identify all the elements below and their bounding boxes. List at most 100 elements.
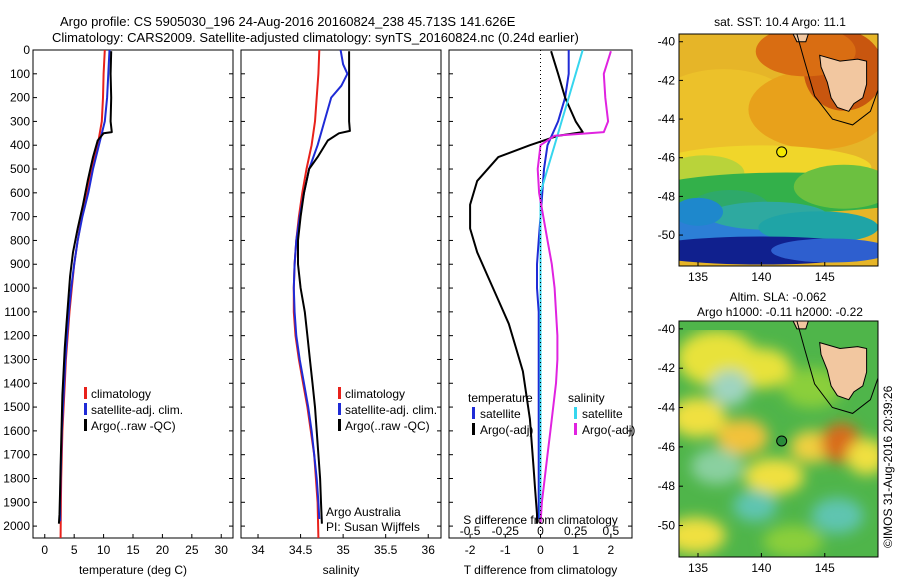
temp-xtick-label: 25 xyxy=(185,543,199,557)
temp-ytick-label: 0 xyxy=(23,43,30,57)
temp-ytick-label: 500 xyxy=(10,162,30,176)
sla-field-blobs xyxy=(679,330,878,557)
diff-legend-label: Argo(-adj) xyxy=(480,423,533,437)
temp-ytick-label: 600 xyxy=(10,186,30,200)
chart-title-line2: Climatology: CARS2009. Satellite-adjuste… xyxy=(52,30,579,45)
diff-x2label: S difference from climatology xyxy=(463,513,618,527)
sal-xtick-label: 34.5 xyxy=(289,543,313,557)
sla-frame xyxy=(678,320,879,558)
sal-xlabel: salinity xyxy=(323,563,360,577)
diff-legend-swatch xyxy=(472,407,475,419)
diff-xtick-label: -1 xyxy=(500,543,511,557)
diff-xtick-label: 0 xyxy=(537,543,544,557)
temp-ytick-label: 100 xyxy=(10,67,30,81)
sla-field-patch xyxy=(679,517,726,554)
temp-ytick-label: 1400 xyxy=(3,376,30,390)
diff-xlabel: T difference from climatology xyxy=(464,563,618,577)
sla-ytick-label: -46 xyxy=(658,440,676,454)
sla-ytick-label: -42 xyxy=(658,361,676,375)
sla-ytick-label: -50 xyxy=(658,519,676,533)
temp-legend-label: satellite-adj. clim. xyxy=(91,403,183,417)
sst-field-patch xyxy=(679,197,724,226)
diff-xtick-label: 1 xyxy=(572,543,579,557)
diff-series-salinity-argo-adj- xyxy=(536,50,612,524)
chart-title-line1: Argo profile: CS 5905030_196 24-Aug-2016… xyxy=(60,14,516,29)
sla-map-title-line1: Altim. SLA: -0.062 xyxy=(730,290,827,304)
temp-legend-swatch xyxy=(84,419,87,431)
sst-field-patch xyxy=(771,238,878,263)
temp-ytick-label: 1000 xyxy=(3,281,30,295)
sst-field xyxy=(679,34,878,266)
sst-land-mainland xyxy=(792,34,809,43)
temp-ytick-label: 800 xyxy=(10,233,30,247)
temp-ytick-label: 1700 xyxy=(3,448,30,462)
diff-x2tick-label: 0 xyxy=(537,524,544,538)
temp-xtick-label: 20 xyxy=(156,543,170,557)
diff-legend-swatch xyxy=(574,407,577,419)
diff-x2tick-label: -0.5 xyxy=(460,524,481,538)
sst-argo-marker xyxy=(776,146,788,158)
sla-field-patch xyxy=(679,397,727,438)
sal-annotation-line1: Argo Australia xyxy=(326,505,401,519)
diff-xtick-label: -2 xyxy=(465,543,476,557)
sst-ytick-label: -44 xyxy=(658,112,676,126)
temp-ytick-label: 2000 xyxy=(3,519,30,533)
sal-xtick-label: 36 xyxy=(422,543,436,557)
diff-series-temperature-argo-adj- xyxy=(469,50,584,524)
sal-legend-label: Argo(..raw -QC) xyxy=(345,419,430,433)
sal-series-satellite-adj-clim- xyxy=(292,50,349,520)
temp-ytick-label: 1800 xyxy=(3,471,30,485)
diff-x2tick-label: 0.5 xyxy=(603,524,620,538)
diff-legend-label: Argo(-adj) xyxy=(582,423,635,437)
temp-xtick-label: 5 xyxy=(71,543,78,557)
sst-xtick-label: 135 xyxy=(688,270,708,284)
sla-ytick-label: -44 xyxy=(658,401,676,415)
sla-field-patch xyxy=(811,497,864,534)
sal-legend-label: climatology xyxy=(345,387,405,401)
temp-ytick-label: 1300 xyxy=(3,352,30,366)
sla-land-tasmania xyxy=(819,341,868,401)
sal-legend-label: satellite-adj. clim. xyxy=(345,403,437,417)
temp-ytick-label: 700 xyxy=(10,210,30,224)
temp-ytick-label: 300 xyxy=(10,114,30,128)
sal-xtick-label: 35 xyxy=(336,543,350,557)
sst-ytick-label: -50 xyxy=(658,228,676,242)
temp-legend-label: Argo(..raw -QC) xyxy=(91,419,176,433)
sal-series-argo-raw-qc- xyxy=(297,51,351,524)
sst-frame xyxy=(678,33,879,267)
diff-series-temperature-satellite xyxy=(536,50,570,519)
sla-field-patch xyxy=(782,367,843,408)
diff-series-salinity-satellite xyxy=(539,50,584,519)
temp-ytick-label: 1600 xyxy=(3,424,30,438)
sla-ytick-label: -48 xyxy=(658,479,676,493)
sst-field-patch xyxy=(793,164,878,209)
temp-legend-label: climatology xyxy=(91,387,151,401)
sst-ytick-label: -48 xyxy=(658,189,676,203)
temp-series-argo-raw-qc- xyxy=(57,51,113,524)
diff-legend-swatch xyxy=(574,423,577,435)
sla-field-patch xyxy=(744,458,805,495)
sla-field-patch xyxy=(763,525,824,557)
sla-argo-marker xyxy=(776,435,788,447)
temp-xtick-label: 0 xyxy=(41,543,48,557)
sla-ytick-label: -40 xyxy=(658,322,676,336)
diff-legend-label: satellite xyxy=(582,407,623,421)
sal-xtick-label: 35.5 xyxy=(374,543,398,557)
temp-ytick-label: 900 xyxy=(10,257,30,271)
sla-map-title-line2: Argo h1000: -0.11 h2000: -0.22 xyxy=(697,305,863,319)
diff-legend-title-temperature: temperature xyxy=(468,391,533,405)
temp-series-group xyxy=(57,50,113,538)
temp-ytick-label: 1100 xyxy=(4,305,30,319)
sal-series-group xyxy=(292,50,351,538)
temp-xlabel: temperature (deg C) xyxy=(79,563,187,577)
temp-xtick-label: 30 xyxy=(215,543,229,557)
sst-ytick-label: -42 xyxy=(658,73,676,87)
sst-xtick-label: 145 xyxy=(815,270,835,284)
sst-land-tasmania xyxy=(819,54,868,112)
temp-ytick-label: 1200 xyxy=(3,329,30,343)
diff-legend-label: satellite xyxy=(480,407,521,421)
sla-field-patch xyxy=(691,448,744,485)
sst-contour xyxy=(796,34,878,126)
temp-xtick-label: 15 xyxy=(126,543,140,557)
